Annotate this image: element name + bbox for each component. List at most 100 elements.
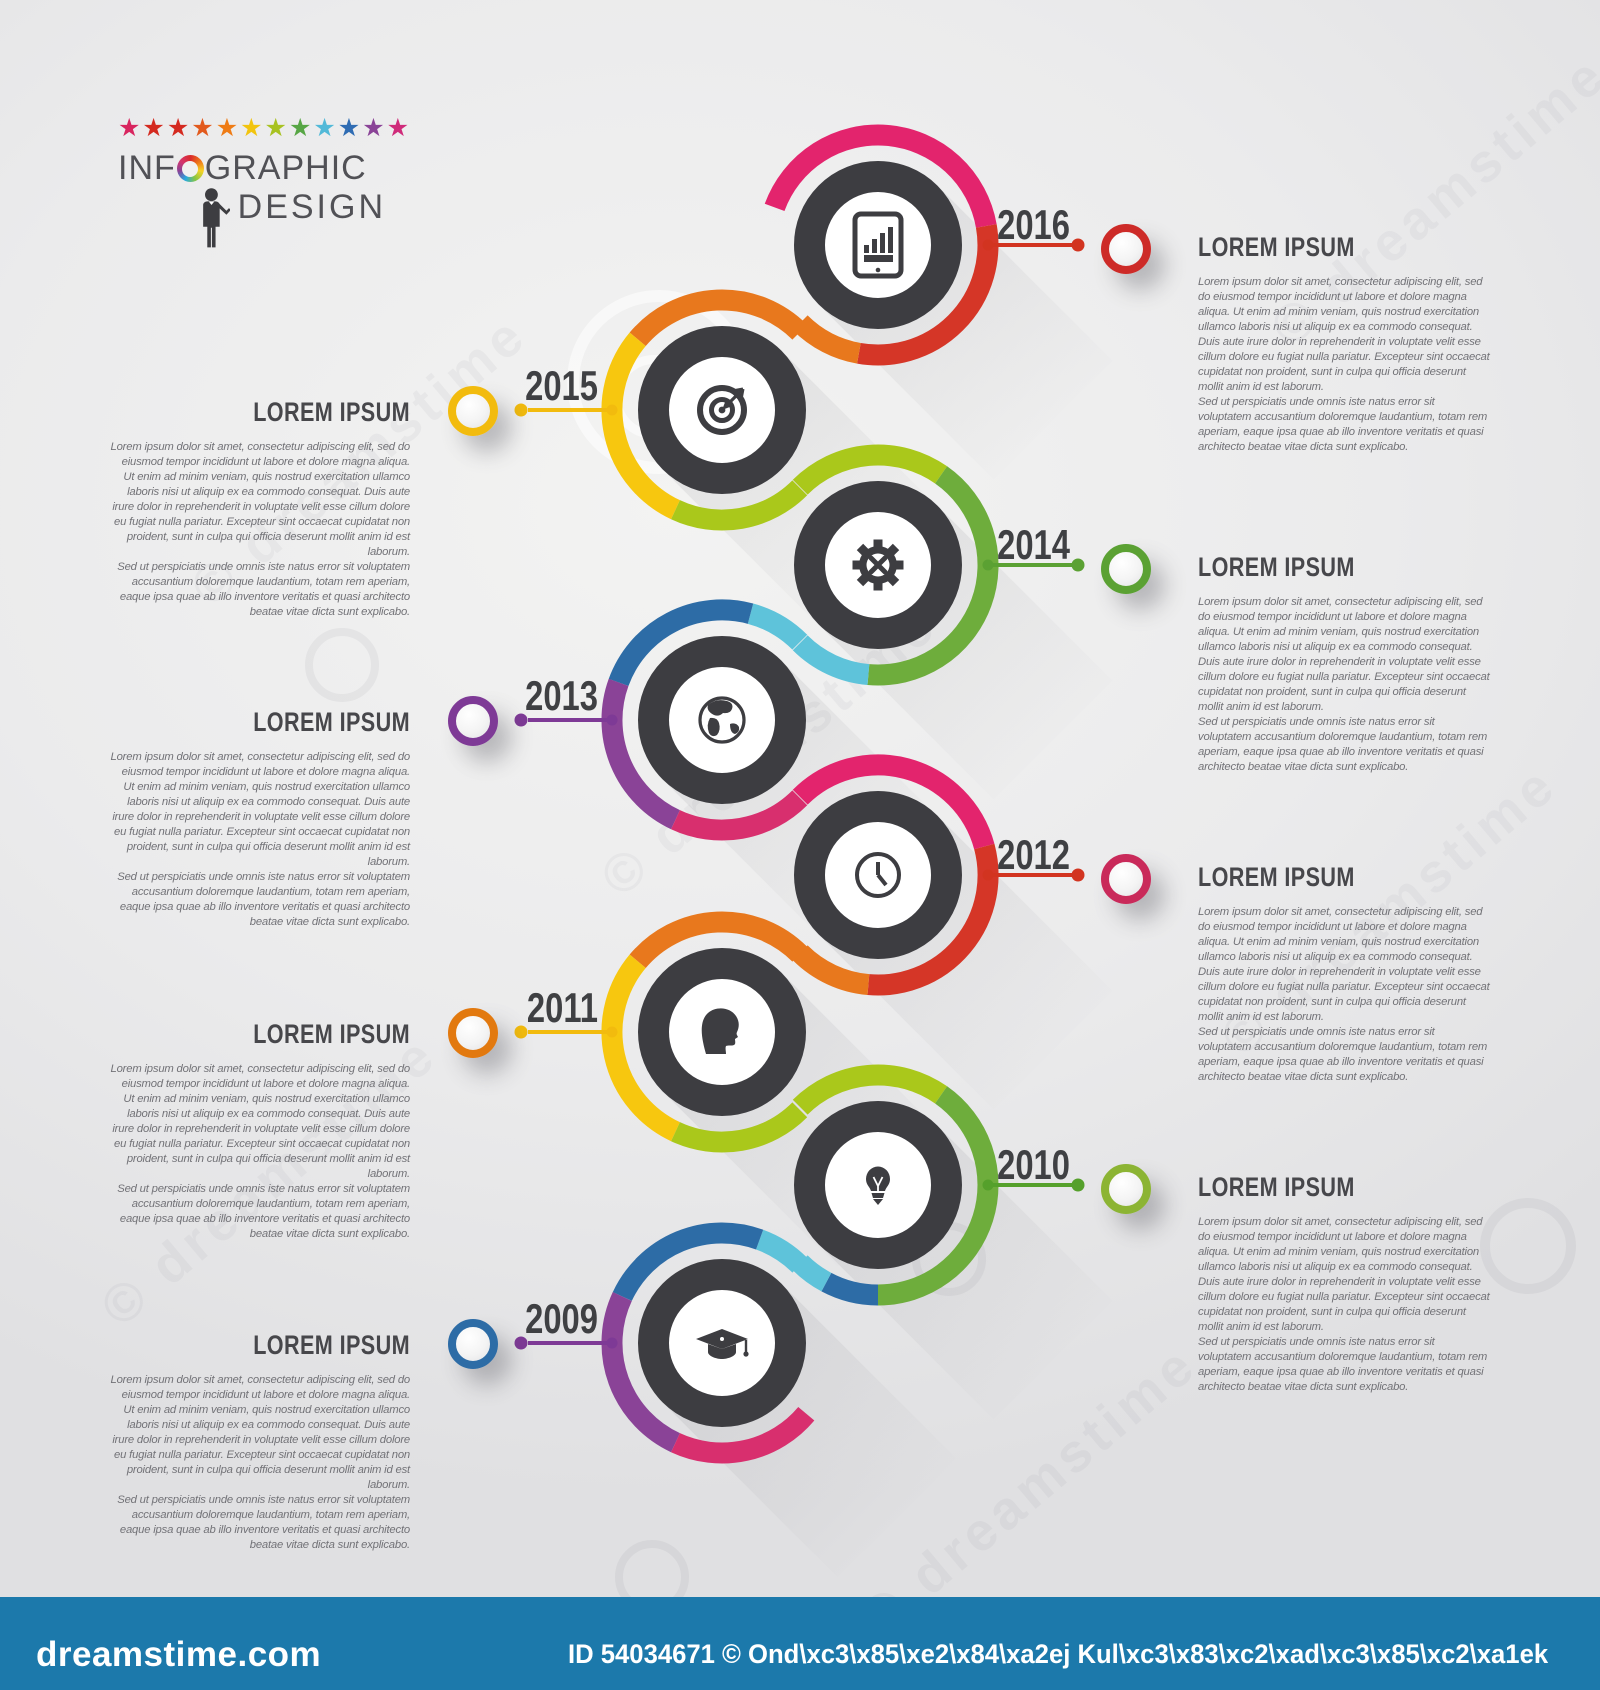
lorem-card: LOREM IPSUM Lorem ipsum dolor sit amet, c…	[110, 707, 411, 930]
clock-icon	[855, 852, 901, 898]
year-label: 2010	[997, 1141, 1070, 1188]
card-title: LOREM IPSUM	[253, 397, 410, 427]
watermark-spiral-icon	[1480, 1198, 1576, 1294]
logo-title: INF GRAPHIC	[118, 149, 386, 188]
connector-tip-dot	[1071, 238, 1085, 252]
lorem-card: LOREM IPSUM Lorem ipsum dolor sit amet, c…	[110, 1331, 411, 1553]
tablet-chart-icon	[852, 211, 904, 279]
star-icon: ★	[240, 114, 263, 142]
lorem-card: LOREM IPSUM Lorem ipsum dolor sit amet, c…	[1198, 863, 1490, 1085]
node-ring	[794, 161, 962, 329]
year-label: 2009	[525, 1295, 598, 1342]
card-title: LOREM IPSUM	[1198, 232, 1355, 262]
timeline-ribbon-arc	[629, 289, 808, 347]
watermark-spiral-icon	[912, 1222, 986, 1296]
node-ring	[638, 948, 806, 1116]
lightbulb-icon	[866, 1166, 890, 1205]
timeline-ribbon-arc	[755, 1229, 808, 1273]
timeline-ribbon-arc	[792, 1255, 832, 1292]
timeline-ribbon-arc	[612, 1222, 764, 1302]
card-paragraph: Lorem ipsum dolor sit amet, consectetur …	[1198, 1216, 1490, 1333]
card-paragraph: Lorem ipsum dolor sit amet, consectetur …	[110, 441, 411, 558]
watermark-spiral-icon	[305, 628, 379, 702]
timeline-ribbon-arc	[671, 1406, 815, 1464]
year-label: 2012	[997, 831, 1070, 878]
timeline-pin-button	[448, 1319, 498, 1369]
node-ring	[638, 326, 806, 494]
card-paragraph: Sed ut perspiciatis unde omnis iste natu…	[1198, 396, 1488, 453]
connector-tip-dot	[1071, 558, 1085, 572]
rainbow-o-icon	[176, 155, 204, 182]
lorem-card: LOREM IPSUM Lorem ipsum dolor sit amet, c…	[1198, 1173, 1490, 1395]
node-shadow	[662, 1283, 957, 1578]
connector-junction-dot	[606, 404, 618, 416]
timeline-ribbon-arc	[629, 911, 808, 969]
timeline-ribbon-arc	[671, 1102, 808, 1153]
timeline-pin-button	[1101, 544, 1151, 594]
node-ring	[794, 1101, 962, 1269]
connector-junction-dot	[606, 714, 618, 726]
logo-title-part1: INF	[118, 149, 176, 187]
card-paragraph: Sed ut perspiciatis unde omnis iste natu…	[117, 1183, 410, 1240]
timeline-ribbon-arc	[792, 635, 870, 686]
timeline-pin-button	[1101, 224, 1151, 274]
timeline-ribbon-arc	[601, 954, 681, 1142]
card-paragraph: Lorem ipsum dolor sit amet, consectetur …	[110, 1374, 411, 1491]
timeline-ribbon-arc	[671, 790, 808, 841]
card-paragraph: Sed ut perspiciatis unde omnis iste natu…	[117, 561, 410, 618]
card-paragraph: Lorem ipsum dolor sit amet, consectetur …	[1198, 906, 1490, 1023]
lorem-card: LOREM IPSUM Lorem ipsum dolor sit amet, c…	[110, 1020, 411, 1242]
timeline-pin-button	[448, 386, 498, 436]
card-title: LOREM IPSUM	[1198, 552, 1355, 582]
card-paragraph: Sed ut perspiciatis unde omnis iste natu…	[1198, 1026, 1488, 1083]
star-icon: ★	[264, 114, 287, 142]
watermark-text: © dreamstime	[589, 593, 949, 909]
star-icon: ★	[288, 114, 312, 142]
timeline-ribbon-arc	[792, 315, 862, 364]
card-title: LOREM IPSUM	[253, 707, 410, 737]
star-icon: ★	[215, 114, 239, 142]
graduation-cap-icon	[696, 1329, 749, 1359]
year-label: 2013	[525, 672, 598, 719]
card-paragraph: Sed ut perspiciatis unde omnis iste natu…	[117, 871, 410, 928]
timeline-ribbon-arc	[601, 332, 681, 520]
businessman-icon	[198, 188, 231, 259]
globe-icon	[698, 696, 746, 744]
head-profile-icon	[701, 1008, 739, 1054]
timeline-pin-button	[1101, 854, 1151, 904]
image-license-text: ID 54034671 © Ond\xc3\x85\xe2\x84\xa2ej …	[568, 1639, 1549, 1669]
card-title: LOREM IPSUM	[1198, 862, 1355, 892]
card-paragraph: Lorem ipsum dolor sit amet, consectetur …	[1198, 276, 1490, 393]
star-icon: ★	[191, 114, 214, 142]
star-row: ★ ★ ★ ★ ★ ★ ★ ★ ★ ★ ★ ★	[118, 114, 409, 142]
star-icon: ★	[142, 114, 165, 142]
star-icon: ★	[337, 114, 361, 142]
card-paragraph: Sed ut perspiciatis unde omnis iste natu…	[117, 1494, 410, 1551]
footer-bar: dreamstime.com ID 54034671 © Ond\xc3\x85…	[0, 1597, 1600, 1690]
year-label: 2014	[997, 521, 1070, 568]
node-shadow	[662, 350, 957, 645]
timeline-ribbon-arc	[601, 678, 681, 830]
timeline-ribbon-arc	[601, 1292, 681, 1453]
card-paragraph: Lorem ipsum dolor sit amet, consectetur …	[1198, 596, 1490, 713]
gear-icon	[852, 539, 904, 591]
year-label: 2015	[525, 362, 598, 409]
connector-tip-dot	[1071, 868, 1085, 882]
star-icon: ★	[118, 114, 141, 142]
lorem-card: LOREM IPSUM Lorem ipsum dolor sit amet, c…	[110, 397, 411, 620]
star-icon: ★	[386, 114, 410, 142]
star-icon: ★	[362, 114, 385, 142]
timeline-ribbon-arc	[671, 480, 808, 531]
lorem-card: LOREM IPSUM Lorem ipsum dolor sit amet, c…	[1198, 553, 1490, 775]
connector-junction-dot	[606, 1026, 618, 1038]
card-paragraph: Lorem ipsum dolor sit amet, consectetur …	[110, 751, 411, 868]
card-paragraph: Sed ut perspiciatis unde omnis iste natu…	[1198, 1336, 1488, 1393]
timeline-ribbon-arc	[857, 224, 999, 366]
lorem-card: LOREM IPSUM Lorem ipsum dolor sit amet, c…	[1198, 233, 1490, 455]
node-ring	[794, 791, 962, 959]
watermark-spiral-icon	[612, 355, 696, 439]
connector-tip-dot	[1071, 1178, 1085, 1192]
card-title: LOREM IPSUM	[1198, 1172, 1355, 1202]
node-ring	[638, 636, 806, 804]
